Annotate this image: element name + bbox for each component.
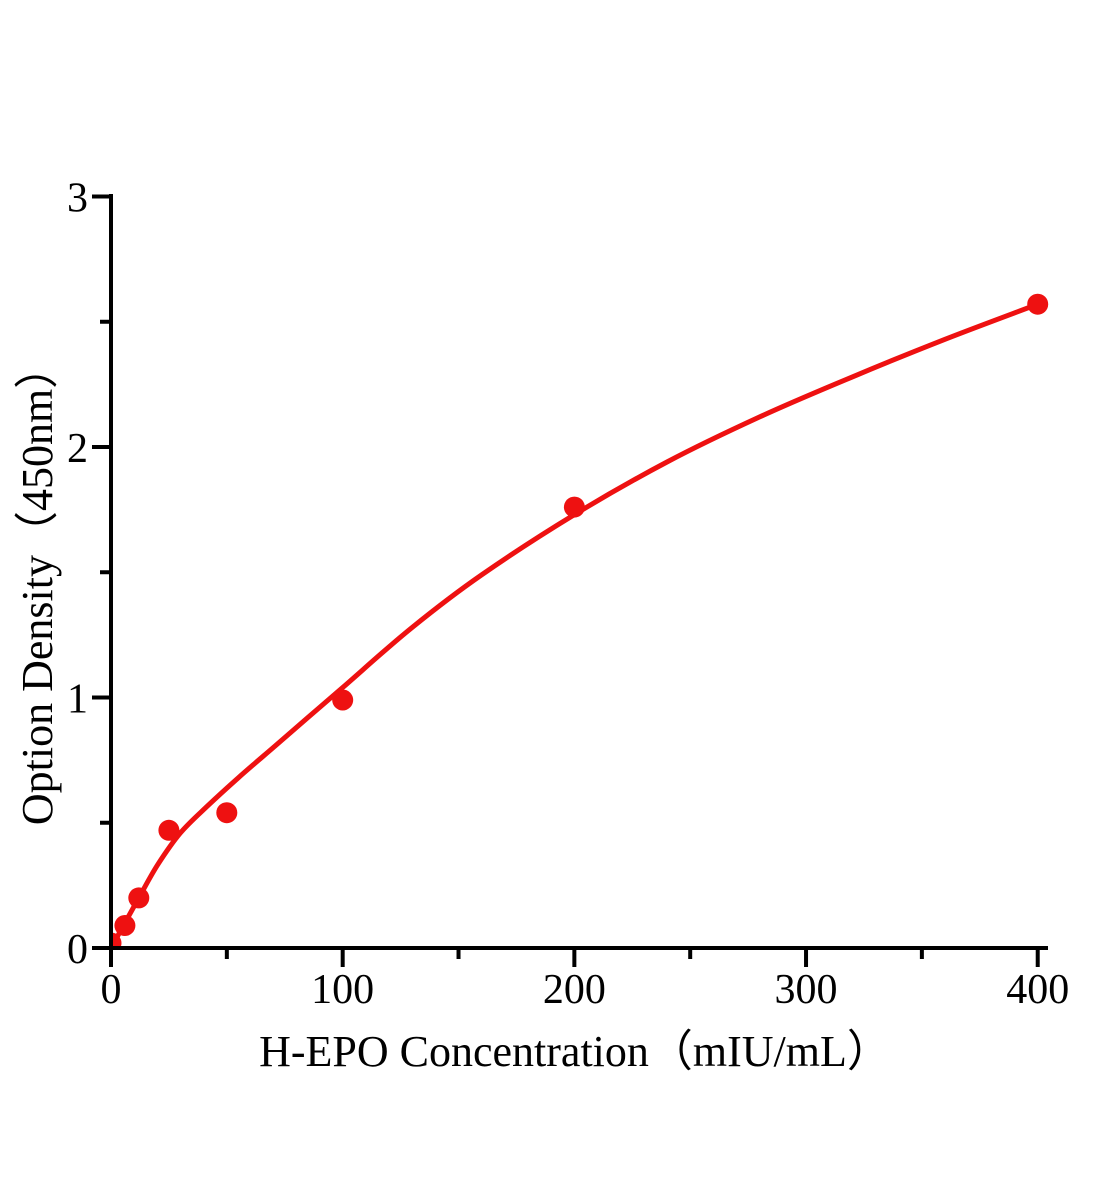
data-point xyxy=(114,915,136,936)
data-point xyxy=(216,802,238,824)
data-point xyxy=(332,689,354,711)
y-tick-label: 3 xyxy=(67,176,88,222)
x-tick-label: 0 xyxy=(101,967,122,1013)
y-tick-label: 2 xyxy=(67,426,88,472)
data-point xyxy=(563,496,585,518)
fit-curve xyxy=(113,301,1041,946)
data-point xyxy=(113,932,122,946)
y-tick-label: 0 xyxy=(67,927,88,973)
x-axis-title: H-EPO Concentration（mIU/mL） xyxy=(259,1027,891,1076)
data-point xyxy=(128,887,150,909)
data-point xyxy=(158,819,180,841)
y-tick-label: 1 xyxy=(67,677,88,723)
x-tick-label: 200 xyxy=(543,967,606,1013)
data-point xyxy=(1027,293,1049,315)
x-tick-label: 400 xyxy=(1006,967,1069,1013)
x-tick-label: 300 xyxy=(775,967,838,1013)
y-axis-title: Option Density（450nm） xyxy=(13,345,62,825)
x-tick-label: 100 xyxy=(311,967,374,1013)
chart-plot-area: 0 100 200 300 400 0 1 2 3 xyxy=(67,176,1069,1014)
